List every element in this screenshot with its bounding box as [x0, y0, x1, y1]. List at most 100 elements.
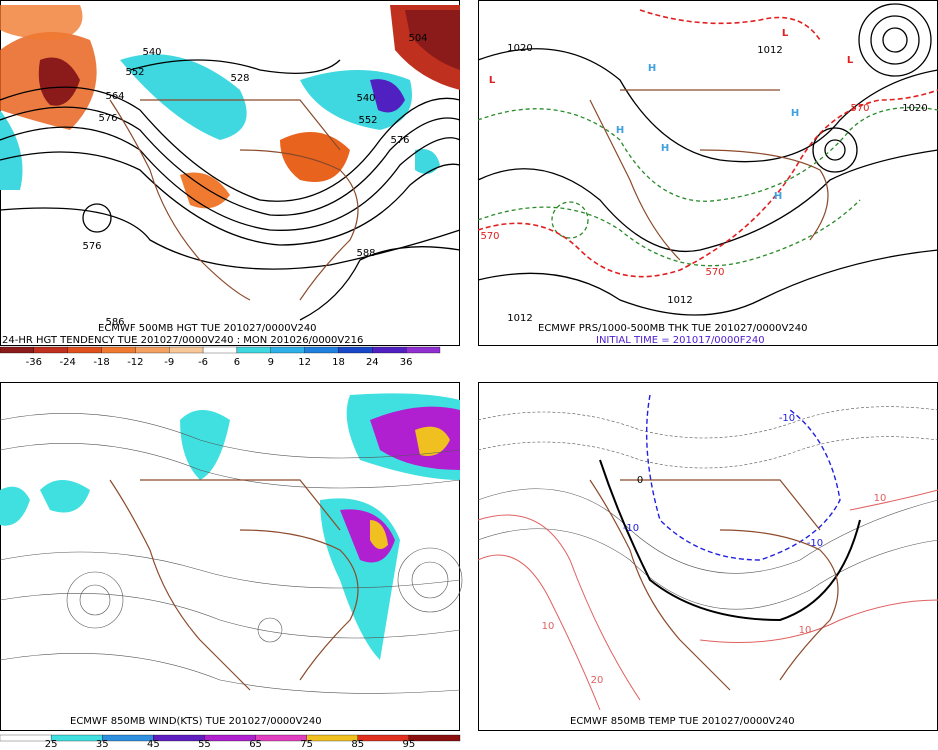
contour [477, 149, 938, 253]
colorbar-label: 65 [249, 739, 262, 750]
contour-label: 576 [82, 241, 101, 252]
contour-label: 20 [591, 675, 604, 686]
shading [340, 509, 395, 563]
panel-frame [478, 0, 938, 346]
contour-label: 564 [105, 91, 124, 102]
shading [0, 110, 23, 190]
colorbar-segment [67, 346, 102, 354]
colorbar-segment [338, 346, 373, 354]
contour [0, 207, 461, 270]
colorbar-label: 18 [332, 357, 345, 368]
contour [477, 48, 938, 163]
contour [639, 9, 821, 41]
map-prs-thk [477, 3, 938, 316]
colorbar-segment [304, 346, 339, 354]
caption: INITIAL TIME = 201017/0000F240 [596, 335, 765, 346]
contour-label: L [847, 55, 854, 66]
contour-label: 552 [125, 67, 144, 78]
shading [40, 480, 90, 513]
map-850mb-wind [0, 393, 463, 694]
colorbar-segment [0, 346, 34, 354]
contour-label: 570 [850, 103, 869, 114]
coastline [589, 89, 829, 261]
panel-frame [478, 382, 938, 731]
caption: ECMWF PRS/1000-500MB THK TUE 201027/0000… [538, 323, 807, 334]
contour [477, 489, 938, 711]
contour [82, 203, 112, 233]
contour-label: 528 [230, 73, 249, 84]
colorbar-segment [135, 346, 170, 354]
coastline [589, 479, 839, 691]
colorbar-label: 25 [45, 739, 58, 750]
shading [405, 10, 460, 70]
shading [370, 406, 460, 470]
contour [824, 139, 846, 161]
contour-label: L [489, 75, 496, 86]
contour-label: H [616, 125, 624, 136]
contour-label: H [648, 63, 656, 74]
contour-label: 1012 [507, 313, 532, 324]
panel-frame [0, 382, 460, 731]
caption: ECMWF 850MB WIND(KTS) TUE 201027/0000V24… [70, 716, 322, 727]
contour-label: -10 [623, 523, 639, 534]
caption: 24-HR HGT TENDENCY TUE 201027/0000V240 :… [2, 335, 363, 346]
shading [180, 410, 230, 480]
colorbar-segment [204, 734, 256, 742]
colorbar-segment [406, 346, 441, 354]
contour-label: 588 [356, 248, 375, 259]
colorbar-segment [372, 346, 407, 354]
contour-label: L [782, 28, 789, 39]
colorbar-segment [357, 734, 410, 742]
map-500mb [0, 5, 461, 321]
shading [370, 520, 388, 549]
contour [599, 459, 861, 622]
colorbar-label: 55 [198, 739, 211, 750]
shading [180, 172, 230, 209]
contour-label: 540 [142, 47, 161, 58]
colorbar-segment [33, 346, 68, 354]
colorbar-segment [0, 734, 52, 742]
contour [812, 127, 858, 173]
shading [0, 486, 30, 526]
streamlines [0, 413, 463, 694]
colorbar-segment [306, 734, 358, 742]
contour [477, 89, 938, 278]
colorbar-segment [169, 346, 204, 354]
colorbar-label: 75 [300, 739, 313, 750]
colorbar-segment [255, 734, 307, 742]
contour-label: H [791, 108, 799, 119]
contour-label: 10 [799, 625, 812, 636]
shading [120, 54, 247, 140]
contour-label: -10 [807, 538, 823, 549]
contour-label: 570 [480, 231, 499, 242]
colorbar-label: -18 [93, 357, 109, 368]
colorbar-segment [236, 346, 271, 354]
shading [415, 149, 440, 174]
contour-label: 570 [705, 267, 724, 278]
colorbar-segment [153, 734, 205, 742]
colorbar-segment [101, 346, 136, 354]
contour-label: 1012 [757, 45, 782, 56]
contour [0, 126, 461, 231]
shading [38, 57, 80, 106]
colorbar-label: 45 [147, 739, 160, 750]
shading [370, 79, 405, 113]
contour-label: 504 [408, 33, 427, 44]
contour-label: 576 [98, 113, 117, 124]
contour-label: 1020 [902, 103, 927, 114]
caption: ECMWF 500MB HGT TUE 201027/0000V240 [98, 323, 317, 334]
colorbar-label: -24 [60, 357, 76, 368]
contour-label: 0 [637, 475, 643, 486]
contour [0, 86, 461, 202]
contour-label: 10 [542, 621, 555, 632]
colorbar-label: 36 [400, 357, 413, 368]
isotherms [477, 406, 938, 610]
colorbar-segment [50, 734, 103, 742]
caption: ECMWF 850MB TEMP TUE 201027/0000V240 [570, 716, 795, 727]
contour [882, 27, 908, 53]
contour [858, 3, 932, 77]
shading [415, 426, 450, 456]
shading [0, 5, 83, 40]
contour-label: 1012 [667, 295, 692, 306]
